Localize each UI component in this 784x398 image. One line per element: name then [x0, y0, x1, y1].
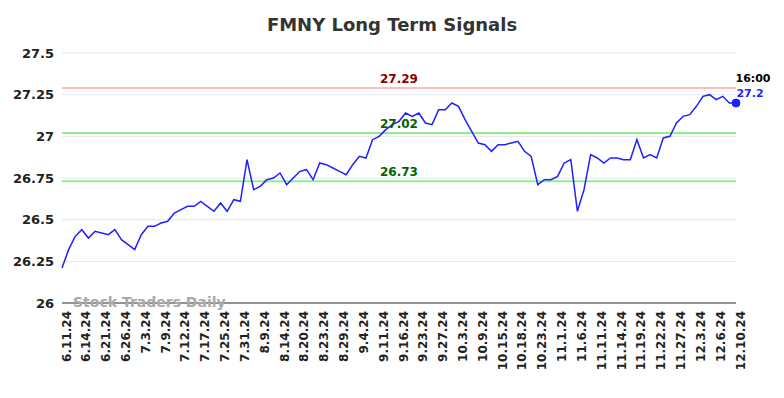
svg-text:27.5: 27.5 — [22, 46, 54, 61]
svg-text:8.9.24: 8.9.24 — [258, 311, 272, 354]
html-text:Stock Traders Daily: Stock Traders Daily — [73, 294, 226, 310]
svg-text:7.12.24: 7.12.24 — [178, 311, 192, 362]
svg-text:27.02: 27.02 — [380, 117, 418, 131]
svg-text:11.19.24: 11.19.24 — [634, 311, 648, 370]
html-text:FMNY Long Term Signals: FMNY Long Term Signals — [266, 14, 518, 35]
svg-text:8.23.24: 8.23.24 — [317, 311, 331, 362]
svg-text:7.31.24: 7.31.24 — [238, 311, 252, 362]
svg-text:26.25: 26.25 — [13, 254, 54, 269]
svg-text:9.23.24: 9.23.24 — [416, 311, 430, 362]
svg-text:6.26.24: 6.26.24 — [119, 311, 133, 362]
svg-text:12.6.24: 12.6.24 — [714, 311, 728, 362]
svg-text:11.27.24: 11.27.24 — [674, 311, 688, 370]
svg-text:7.9.24: 7.9.24 — [159, 311, 173, 354]
svg-text:10.18.24: 10.18.24 — [515, 311, 529, 370]
svg-text:9.16.24: 9.16.24 — [397, 311, 411, 362]
svg-text:11.11.24: 11.11.24 — [595, 311, 609, 370]
svg-text:26.75: 26.75 — [13, 171, 54, 186]
svg-text:9.27.24: 9.27.24 — [436, 311, 450, 362]
svg-text:10.3.24: 10.3.24 — [456, 311, 470, 362]
svg-text:16:00: 16:00 — [735, 72, 770, 85]
svg-text:11.22.24: 11.22.24 — [654, 311, 668, 370]
svg-text:10.23.24: 10.23.24 — [535, 311, 549, 370]
svg-text:6.11.24: 6.11.24 — [60, 311, 74, 362]
svg-text:26.73: 26.73 — [380, 165, 418, 179]
svg-text:27.2: 27.2 — [736, 87, 763, 100]
svg-text:9.4.24: 9.4.24 — [357, 311, 371, 354]
svg-text:9.11.24: 9.11.24 — [377, 311, 391, 362]
svg-text:27: 27 — [36, 129, 54, 144]
svg-text:10.15.24: 10.15.24 — [496, 311, 510, 370]
svg-text:11.14.24: 11.14.24 — [615, 311, 629, 370]
svg-text:10.9.24: 10.9.24 — [476, 311, 490, 362]
svg-text:11.6.24: 11.6.24 — [575, 311, 589, 362]
svg-text:7.25.24: 7.25.24 — [218, 311, 232, 362]
svg-text:12.10.24: 12.10.24 — [734, 311, 748, 370]
svg-text:7.3.24: 7.3.24 — [139, 311, 153, 354]
svg-text:26.5: 26.5 — [22, 212, 54, 227]
svg-text:11.1.24: 11.1.24 — [555, 311, 569, 362]
svg-text:27.25: 27.25 — [13, 87, 54, 102]
svg-text:12.3.24: 12.3.24 — [694, 311, 708, 362]
svg-text:6.21.24: 6.21.24 — [99, 311, 113, 362]
svg-text:7.17.24: 7.17.24 — [198, 311, 212, 362]
svg-text:8.29.24: 8.29.24 — [337, 311, 351, 362]
svg-text:6.14.24: 6.14.24 — [79, 311, 93, 362]
svg-text:8.14.24: 8.14.24 — [278, 311, 292, 362]
svg-text:8.20.24: 8.20.24 — [297, 311, 311, 362]
svg-text:27.29: 27.29 — [380, 72, 418, 86]
svg-text:26: 26 — [36, 296, 54, 311]
